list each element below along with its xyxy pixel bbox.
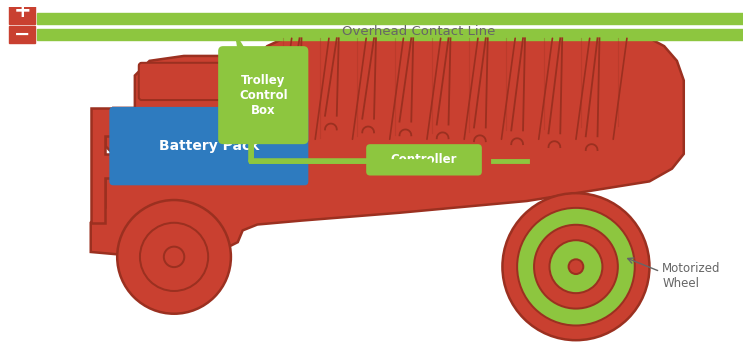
Bar <box>37 29 742 40</box>
Circle shape <box>550 240 602 293</box>
Text: Motorized
Wheel: Motorized Wheel <box>662 262 721 290</box>
Polygon shape <box>91 108 113 223</box>
Circle shape <box>164 247 184 267</box>
Circle shape <box>117 200 231 314</box>
Circle shape <box>368 155 378 165</box>
Circle shape <box>140 223 208 291</box>
FancyBboxPatch shape <box>218 46 308 144</box>
Text: Controller: Controller <box>391 153 458 166</box>
Text: −: − <box>14 25 30 44</box>
FancyBboxPatch shape <box>110 107 308 185</box>
Circle shape <box>534 225 618 309</box>
Circle shape <box>518 208 634 326</box>
Bar <box>9 26 34 43</box>
Circle shape <box>568 259 584 274</box>
Text: Battery Pack: Battery Pack <box>159 139 259 153</box>
Bar <box>37 13 742 23</box>
Circle shape <box>503 193 650 340</box>
FancyBboxPatch shape <box>366 144 482 175</box>
Polygon shape <box>91 38 684 256</box>
Bar <box>9 0 34 23</box>
Text: Trolley
Control
Box: Trolley Control Box <box>239 74 287 117</box>
Text: +: + <box>13 1 31 21</box>
FancyBboxPatch shape <box>139 63 228 100</box>
Text: Overhead Contact Line: Overhead Contact Line <box>343 26 496 38</box>
